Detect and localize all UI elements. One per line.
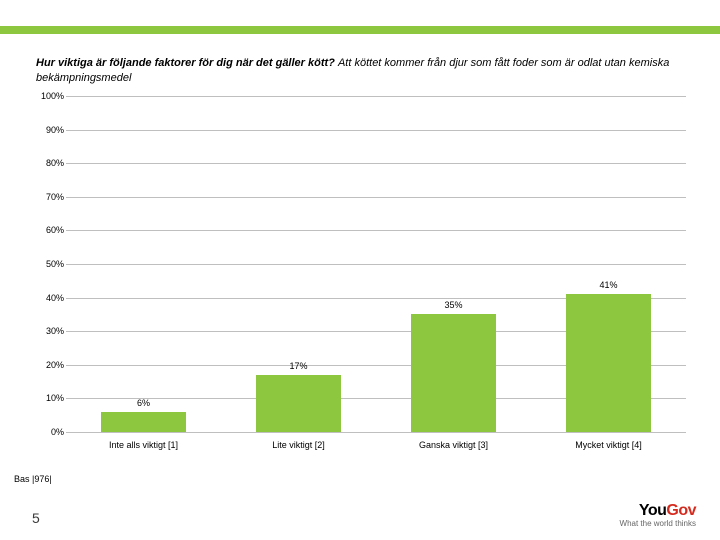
y-tick-label: 50%	[36, 259, 64, 269]
bar	[101, 412, 186, 432]
x-tick-label: Ganska viktigt [3]	[419, 440, 488, 450]
bar-value-label: 41%	[579, 280, 639, 290]
bar-value-label: 35%	[424, 300, 484, 310]
bar	[256, 375, 341, 432]
page-number: 5	[32, 510, 40, 526]
bar-value-label: 6%	[114, 398, 174, 408]
chart-title: Hur viktiga är följande faktorer för dig…	[36, 56, 686, 86]
y-tick-label: 100%	[36, 91, 64, 101]
x-tick-label: Inte alls viktigt [1]	[109, 440, 178, 450]
chart: 0%10%20%30%40%50%60%70%80%90%100% 6%17%3…	[36, 96, 686, 456]
y-tick-label: 60%	[36, 225, 64, 235]
y-tick-label: 20%	[36, 360, 64, 370]
bar	[411, 314, 496, 432]
logo-gov: Gov	[666, 502, 696, 519]
logo-you: You	[639, 502, 667, 519]
x-axis-labels: Inte alls viktigt [1] Lite viktigt [2] Gan…	[66, 432, 686, 456]
base-label: Bas |976|	[14, 474, 52, 484]
x-tick-label: Mycket viktigt [4]	[575, 440, 642, 450]
bar-value-label: 17%	[269, 361, 329, 371]
y-tick-label: 70%	[36, 192, 64, 202]
x-tick-label: Lite viktigt [2]	[272, 440, 325, 450]
yougov-logo: YouGov What the world thinks	[620, 502, 696, 528]
title-question: Hur viktiga är följande faktorer för dig…	[36, 57, 338, 69]
logo-tagline: What the world thinks	[620, 519, 696, 528]
y-tick-label: 80%	[36, 158, 64, 168]
bar	[566, 294, 651, 432]
y-tick-label: 0%	[36, 427, 64, 437]
plot-area: 0%10%20%30%40%50%60%70%80%90%100% 6%17%3…	[66, 96, 686, 432]
y-tick-label: 10%	[36, 393, 64, 403]
y-tick-label: 40%	[36, 293, 64, 303]
logo-name: YouGov	[620, 502, 696, 520]
y-tick-label: 90%	[36, 125, 64, 135]
y-tick-label: 30%	[36, 326, 64, 336]
bars: 6% 17% 35% 41%	[66, 96, 686, 432]
accent-bar	[0, 26, 720, 34]
